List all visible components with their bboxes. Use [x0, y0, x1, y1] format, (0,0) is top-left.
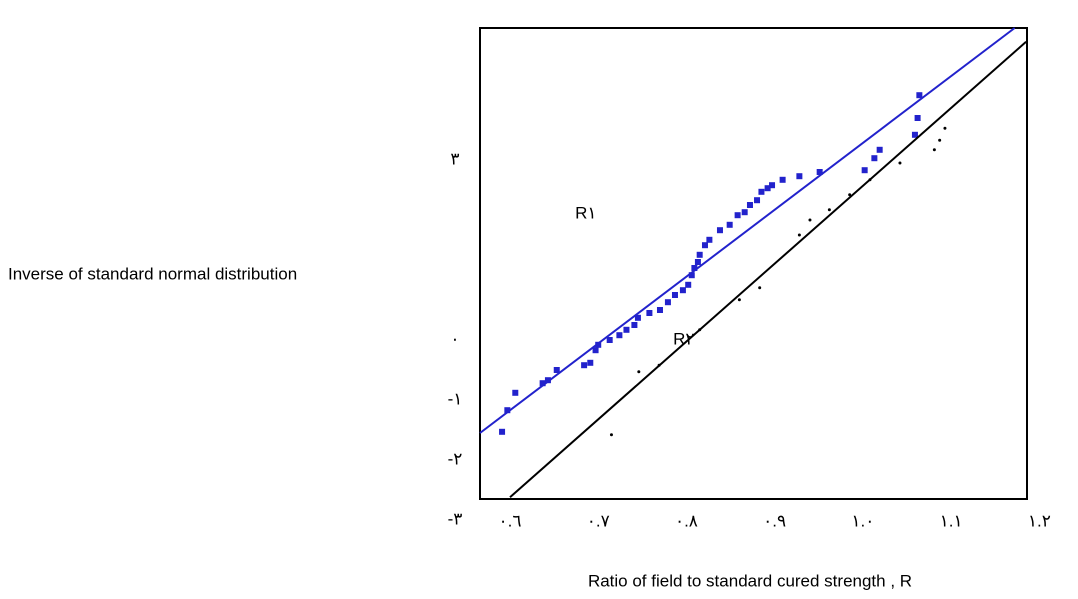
point — [746, 202, 753, 208]
point — [637, 370, 641, 374]
point — [616, 332, 623, 339]
point — [938, 138, 942, 142]
plot-frame — [479, 27, 1028, 500]
x-tick-label: ٠.٩ — [763, 511, 786, 530]
point — [679, 287, 686, 294]
point — [764, 185, 771, 192]
y-tick-label: -٢ — [448, 449, 463, 468]
point — [671, 292, 678, 298]
series-label: R١ — [575, 203, 596, 222]
point — [754, 197, 761, 204]
point — [914, 115, 921, 121]
x-tick-label: ١.١ — [940, 511, 963, 530]
point — [646, 310, 653, 316]
x-axis-label: Ratio of field to standard cured strengt… — [588, 571, 912, 590]
point — [701, 242, 708, 249]
point — [932, 148, 936, 152]
point — [706, 236, 713, 243]
fit-line — [479, 27, 1016, 434]
point — [741, 209, 748, 216]
y-tick-label: -١ — [448, 389, 463, 408]
point — [726, 221, 733, 228]
point — [734, 212, 741, 219]
point — [587, 359, 594, 366]
fit-line — [509, 41, 1027, 498]
x-tick-label: ٠.٧ — [587, 511, 610, 530]
y-tick-label: ٠ — [450, 329, 459, 348]
y-tick-label: ٣ — [450, 149, 459, 168]
point — [698, 328, 702, 332]
point — [916, 92, 923, 99]
point — [827, 208, 831, 212]
point — [691, 265, 698, 271]
point — [623, 326, 630, 333]
point — [606, 337, 613, 343]
point — [716, 227, 723, 234]
point — [797, 233, 801, 237]
point — [656, 307, 663, 313]
y-tick-label: -٣ — [448, 509, 463, 528]
x-tick-label: ٠.٨ — [675, 511, 698, 530]
point — [779, 176, 786, 183]
point — [737, 298, 741, 302]
point — [499, 428, 506, 435]
point — [544, 377, 551, 384]
point — [553, 367, 560, 373]
point — [592, 347, 599, 354]
point — [634, 314, 641, 321]
point — [685, 281, 692, 288]
point — [943, 126, 947, 130]
point — [694, 259, 701, 265]
point — [871, 155, 878, 162]
point — [696, 251, 703, 258]
point — [808, 218, 812, 222]
x-tick-label: ١.٢ — [1028, 511, 1051, 530]
point — [609, 433, 613, 437]
point — [581, 362, 588, 369]
point — [769, 182, 776, 189]
point — [898, 161, 902, 165]
point — [861, 167, 868, 174]
point — [512, 389, 519, 396]
point — [631, 322, 638, 328]
point — [796, 173, 803, 180]
point — [911, 131, 918, 138]
series-label: R٢ — [673, 329, 694, 348]
point — [848, 193, 852, 197]
x-tick-label: ١.٠ — [851, 511, 874, 530]
point — [657, 363, 661, 367]
point — [504, 407, 511, 414]
point — [664, 299, 671, 306]
point — [688, 272, 695, 279]
point — [868, 178, 872, 182]
point — [595, 341, 602, 348]
x-tick-label: ٠.٦ — [498, 511, 521, 530]
point — [816, 169, 823, 175]
point — [758, 188, 765, 195]
point — [876, 146, 883, 153]
point — [539, 380, 546, 387]
y-axis-label: Inverse of standard normal distribution — [8, 264, 297, 283]
point — [758, 286, 762, 290]
